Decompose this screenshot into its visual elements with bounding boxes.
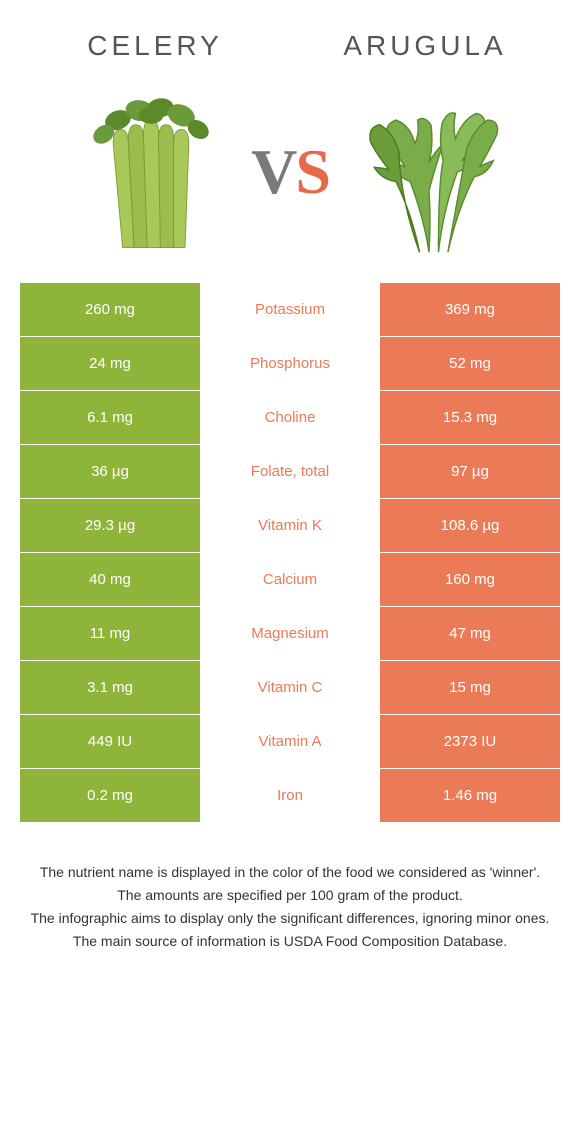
nutrient-label-cell: Potassium [200, 283, 380, 336]
right-value-cell: 15 mg [380, 661, 560, 714]
nutrient-row: 6.1 mgCholine15.3 mg [20, 390, 560, 444]
nutrient-row: 24 mgPhosphorus52 mg [20, 336, 560, 390]
right-food-title: Arugula [290, 30, 560, 62]
nutrient-row: 29.3 µgVitamin K108.6 µg [20, 498, 560, 552]
left-value-cell: 40 mg [20, 553, 200, 606]
nutrient-row: 449 IUVitamin A2373 IU [20, 714, 560, 768]
left-value-cell: 24 mg [20, 337, 200, 390]
right-value-cell: 1.46 mg [380, 769, 560, 822]
nutrient-row: 40 mgCalcium160 mg [20, 552, 560, 606]
left-value-cell: 29.3 µg [20, 499, 200, 552]
header-row: Celery Arugula [0, 20, 580, 62]
right-value-cell: 369 mg [380, 283, 560, 336]
footer-notes: The nutrient name is displayed in the co… [0, 822, 580, 974]
footer-line: The infographic aims to display only the… [30, 908, 550, 929]
nutrient-label-cell: Vitamin K [200, 499, 380, 552]
left-food-title: Celery [20, 30, 290, 62]
right-value-cell: 97 µg [380, 445, 560, 498]
right-value-cell: 15.3 mg [380, 391, 560, 444]
nutrient-row: 260 mgPotassium369 mg [20, 282, 560, 336]
nutrient-label-cell: Folate, total [200, 445, 380, 498]
footer-line: The main source of information is USDA F… [30, 931, 550, 952]
right-value-cell: 2373 IU [380, 715, 560, 768]
nutrient-label-cell: Vitamin A [200, 715, 380, 768]
footer-line: The nutrient name is displayed in the co… [30, 862, 550, 883]
nutrient-label-cell: Calcium [200, 553, 380, 606]
infographic-container: Celery Arugula [0, 0, 580, 974]
left-value-cell: 11 mg [20, 607, 200, 660]
right-value-cell: 160 mg [380, 553, 560, 606]
images-row: VS [0, 62, 580, 282]
right-value-cell: 47 mg [380, 607, 560, 660]
left-value-cell: 36 µg [20, 445, 200, 498]
nutrient-label-cell: Phosphorus [200, 337, 380, 390]
nutrient-label-cell: Magnesium [200, 607, 380, 660]
left-value-cell: 449 IU [20, 715, 200, 768]
nutrient-label-cell: Vitamin C [200, 661, 380, 714]
nutrient-row: 11 mgMagnesium47 mg [20, 606, 560, 660]
left-value-cell: 0.2 mg [20, 769, 200, 822]
nutrient-label-cell: Iron [200, 769, 380, 822]
right-value-cell: 108.6 µg [380, 499, 560, 552]
nutrient-label-cell: Choline [200, 391, 380, 444]
footer-line: The amounts are specified per 100 gram o… [30, 885, 550, 906]
vs-s: S [295, 136, 329, 207]
vs-label: VS [251, 135, 329, 209]
nutrient-row: 3.1 mgVitamin C15 mg [20, 660, 560, 714]
vs-v: V [251, 136, 295, 207]
left-value-cell: 3.1 mg [20, 661, 200, 714]
celery-image [61, 82, 241, 262]
nutrient-row: 36 µgFolate, total97 µg [20, 444, 560, 498]
arugula-image [339, 82, 519, 262]
left-value-cell: 260 mg [20, 283, 200, 336]
left-value-cell: 6.1 mg [20, 391, 200, 444]
nutrient-row: 0.2 mgIron1.46 mg [20, 768, 560, 822]
right-value-cell: 52 mg [380, 337, 560, 390]
nutrient-table: 260 mgPotassium369 mg24 mgPhosphorus52 m… [20, 282, 560, 822]
